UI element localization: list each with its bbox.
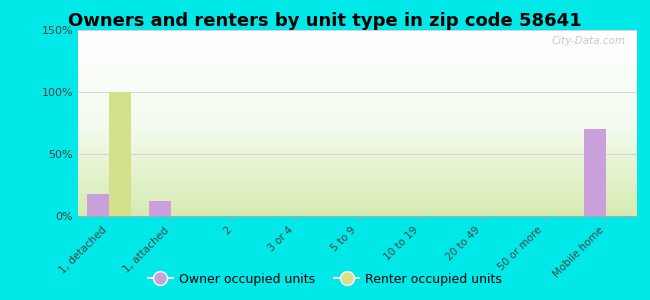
Text: City-Data.com: City-Data.com — [552, 36, 626, 46]
Legend: Owner occupied units, Renter occupied units: Owner occupied units, Renter occupied un… — [143, 268, 507, 291]
Bar — [150, 201, 171, 216]
Text: Owners and renters by unit type in zip code 58641: Owners and renters by unit type in zip c… — [68, 12, 582, 30]
Bar — [109, 92, 131, 216]
Bar — [87, 194, 109, 216]
Bar — [584, 129, 606, 216]
